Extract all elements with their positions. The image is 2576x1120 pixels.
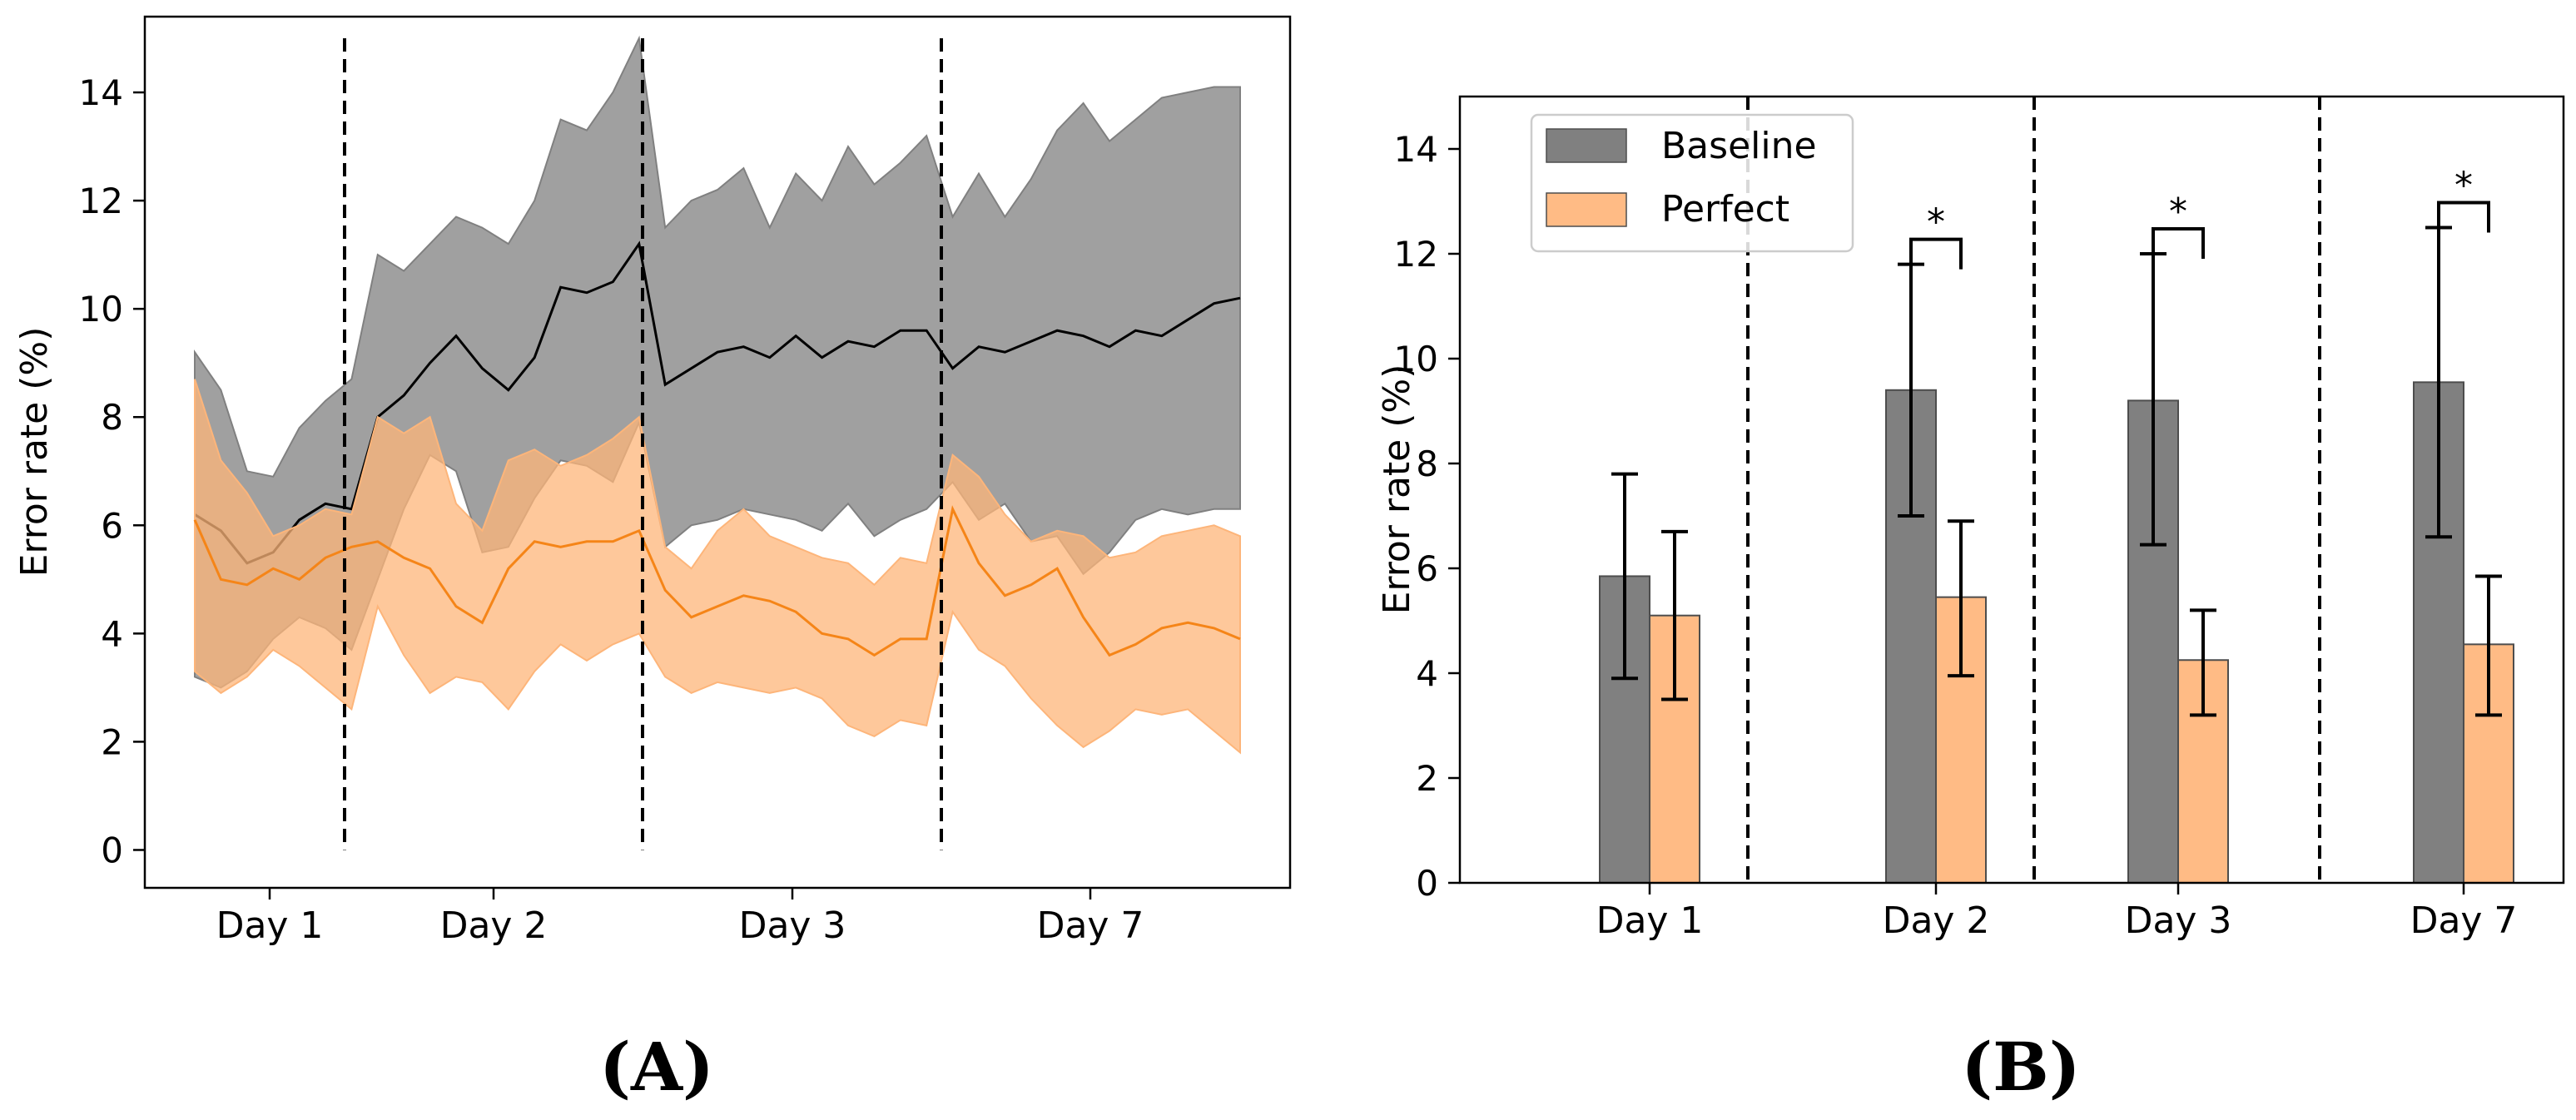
y-tick-label: 0 (1416, 863, 1438, 904)
significance-star: * (2169, 191, 2187, 233)
panel-b-frame (1458, 95, 2565, 885)
y-tick-label: 0 (101, 830, 123, 870)
panel-a-plot-area (193, 35, 1241, 850)
legend-swatch-baseline (1546, 128, 1627, 163)
panel-a-chart: 0 2 4 6 8 10 12 14 Day 1 Day 2 Day 3 Day 7 Error ra… (13, 15, 1292, 947)
x-tick-label: Day 2 (440, 904, 548, 947)
y-tick-label: 14 (1394, 129, 1438, 170)
y-tick-label: 14 (79, 72, 123, 113)
y-tick-label: 12 (79, 181, 123, 221)
perfect-band (194, 379, 1241, 755)
panel-b-y-axis-label: Error rate (%) (1376, 364, 1418, 615)
y-tick-label: 6 (1416, 548, 1438, 589)
y-tick-label: 4 (101, 613, 123, 654)
significance-bracket (2152, 227, 2205, 259)
significance-star: * (2454, 165, 2473, 207)
significance-star: * (1927, 201, 1945, 244)
panel-label-a: (A) (599, 1028, 714, 1106)
x-tick-label: Day 7 (2410, 899, 2518, 942)
significance-bracket (2437, 201, 2490, 233)
y-tick-label: 4 (1416, 653, 1438, 694)
y-tick-label: 2 (101, 721, 123, 762)
y-tick-label: 10 (1394, 339, 1438, 379)
panel-b-chart: * * * 0 2 4 6 8 10 12 14 Day 1 Day 2 Day 3 Day 7 Erro… (1376, 95, 2565, 942)
panel-a-y-axis-label: Error rate (%) (13, 327, 56, 577)
x-tick-label: Day 7 (1037, 904, 1144, 947)
panel-b-axes: 0 2 4 6 8 10 12 14 Day 1 Day 2 Day 3 Day 7 (1394, 129, 2518, 942)
legend-label-baseline: Baseline (1661, 125, 1817, 167)
x-tick-label: Day 2 (1883, 899, 1990, 942)
y-tick-label: 8 (1416, 444, 1438, 484)
y-tick-label: 10 (79, 289, 123, 330)
y-tick-label: 6 (101, 505, 123, 546)
perfect-mean-line (193, 505, 1241, 657)
panel-a-axes: 0 2 4 6 8 10 12 14 Day 1 Day 2 Day 3 Day 7 (79, 72, 1144, 947)
panel-b-plot-area: * * * (1599, 97, 2514, 885)
panel-a-frame (143, 15, 1292, 890)
legend-swatch-perfect (1546, 192, 1627, 227)
y-tick-label: 2 (1416, 758, 1438, 799)
x-tick-label: Day 3 (2125, 899, 2232, 942)
y-tick-label: 8 (101, 397, 123, 438)
y-tick-label: 12 (1394, 234, 1438, 275)
x-tick-label: Day 1 (1596, 899, 1704, 942)
significance-bracket (1909, 237, 1963, 270)
x-tick-label: Day 1 (216, 904, 324, 947)
x-tick-label: Day 3 (739, 904, 846, 947)
legend-label-perfect: Perfect (1661, 188, 1789, 230)
panel-label-b: (B) (1961, 1028, 2080, 1106)
panel-b-legend: Baseline Perfect (1530, 113, 1854, 253)
